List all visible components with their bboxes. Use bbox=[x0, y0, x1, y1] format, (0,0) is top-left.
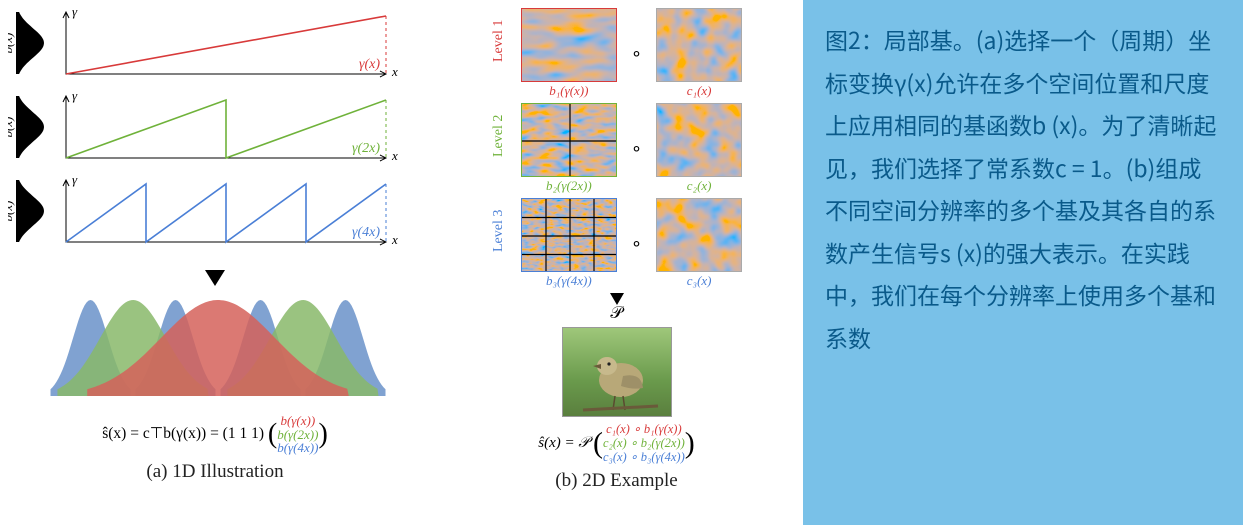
c-label: c₁(x) bbox=[656, 83, 742, 99]
svg-text:γ(2x): γ(2x) bbox=[352, 141, 380, 156]
c-label: c₃(x) bbox=[656, 273, 742, 289]
arrow-down-icon bbox=[205, 270, 225, 286]
c-label: c₂(x) bbox=[656, 178, 742, 194]
svg-text:b(x): b(x) bbox=[8, 33, 15, 54]
hadamard-icon: ∘ bbox=[631, 43, 642, 64]
panel-a-caption: (a) 1D Illustration bbox=[8, 461, 422, 483]
svg-text:γ: γ bbox=[72, 8, 78, 19]
panel-b-formula: ŝ(x) = 𝒫 (c₁(x) ∘ b₁(γ(x))c₂(x) ∘ b₂(γ(2… bbox=[434, 423, 799, 464]
b-label: b₂(γ(2x)) bbox=[521, 178, 617, 194]
panel-a-plots: b(x) γ x γ(x) b(x) γ x γ(2x) b(x) γ x γ(4x) bbox=[8, 8, 422, 268]
b-label: b₁(γ(x)) bbox=[521, 83, 617, 99]
level-label: Level 2 bbox=[491, 141, 507, 157]
svg-text:b(x): b(x) bbox=[8, 201, 15, 222]
svg-text:γ: γ bbox=[72, 172, 78, 187]
level-label: Level 1 bbox=[491, 46, 507, 62]
svg-text:x: x bbox=[391, 64, 398, 79]
formula-lhs: ŝ(x) = c⊤b(γ(x)) = (1 1 1) bbox=[102, 425, 264, 442]
hadamard-icon: ∘ bbox=[631, 233, 642, 254]
panel-b-row-1: Level 1 b₁(γ(x)) ∘ c₁(x) bbox=[434, 8, 799, 99]
panel-b-caption: (b) 2D Example bbox=[434, 470, 799, 492]
panel-b-row-2: Level 2 b₂(γ(2x)) ∘ c₂(x) bbox=[434, 103, 799, 194]
figure-2: b(x) γ x γ(x) b(x) γ x γ(2x) b(x) γ x γ(4x) ŝ(x) = … bbox=[0, 0, 1243, 525]
svg-text:γ: γ bbox=[72, 88, 78, 103]
panel-c-caption-box: 图2：局部基。(a)选择一个（周期）坐标变换γ(x)允许在多个空间位置和尺度上应… bbox=[803, 0, 1243, 525]
caption-text: 图2：局部基。(a)选择一个（周期）坐标变换γ(x)允许在多个空间位置和尺度上应… bbox=[825, 18, 1221, 358]
proj-arrow: 𝒫 bbox=[434, 291, 799, 323]
svg-text:x: x bbox=[391, 148, 398, 163]
svg-text:x: x bbox=[391, 232, 398, 247]
panel-a-bumps bbox=[8, 288, 422, 408]
panel-b-row-3: Level 3 b₃(γ(4x)) ∘ c₃(x) bbox=[434, 198, 799, 289]
svg-text:γ(4x): γ(4x) bbox=[352, 225, 380, 240]
panel-b: Level 1 b₁(γ(x)) ∘ c₁(x) Level 2 b₂(γ(2x)) ∘ c₂… bbox=[430, 0, 803, 525]
svg-text:γ(x): γ(x) bbox=[359, 57, 380, 72]
level-label: Level 3 bbox=[491, 236, 507, 252]
output-image bbox=[562, 327, 672, 417]
panel-a: b(x) γ x γ(x) b(x) γ x γ(2x) b(x) γ x γ(4x) ŝ(x) = … bbox=[0, 0, 430, 525]
b-label: b₃(γ(4x)) bbox=[521, 273, 617, 289]
panel-a-formula: ŝ(x) = c⊤b(γ(x)) = (1 1 1) (b(γ(x))b(γ(2… bbox=[8, 414, 422, 455]
hadamard-icon: ∘ bbox=[631, 138, 642, 159]
svg-text:b(x): b(x) bbox=[8, 117, 15, 138]
